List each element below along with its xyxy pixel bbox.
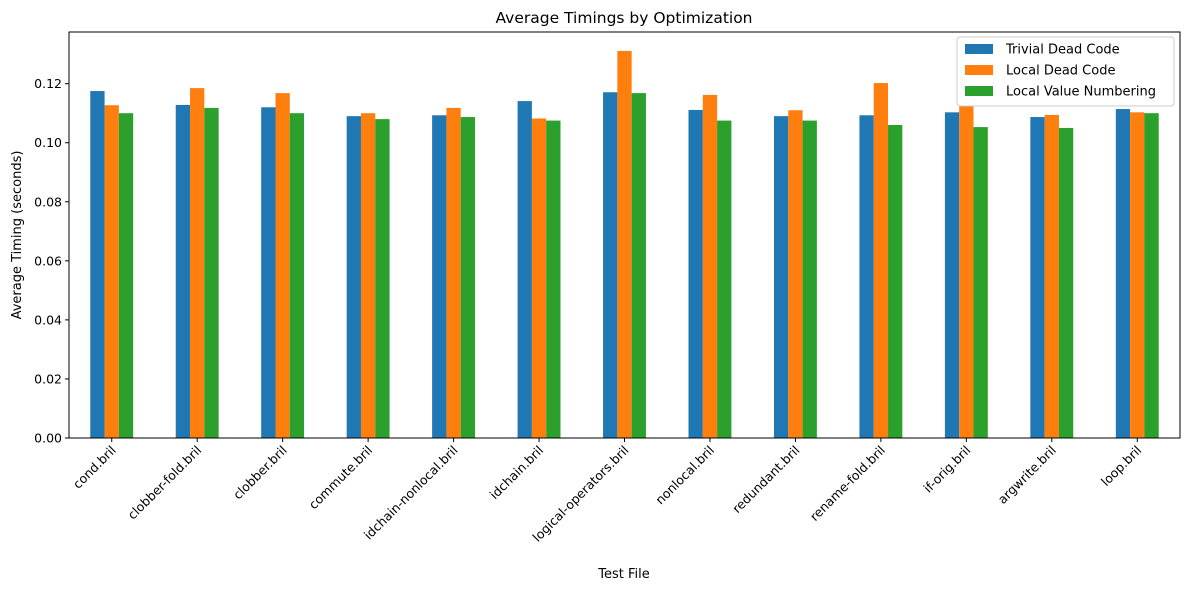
bar (773, 116, 789, 439)
x-tick-label: redundant.bril (729, 443, 802, 516)
x-tick-label: clobber-fold.bril (125, 443, 205, 523)
bar (617, 50, 632, 439)
x-axis-label: Test File (597, 567, 650, 582)
bar (631, 93, 646, 439)
bar (702, 94, 718, 438)
bar (118, 113, 134, 438)
bar (346, 116, 361, 439)
y-tick-label: 0.04 (34, 312, 62, 327)
y-tick-label: 0.10 (34, 135, 62, 150)
bar (788, 110, 803, 438)
bar (261, 107, 276, 438)
legend-label: Trivial Dead Code (1005, 43, 1120, 58)
x-tick-label: logical-operators.bril (529, 443, 631, 545)
bar (1044, 114, 1059, 438)
bar (959, 106, 974, 439)
bar (517, 101, 532, 438)
bar (1115, 109, 1131, 438)
bar (432, 115, 447, 439)
y-tick-label: 0.00 (34, 431, 62, 446)
x-tick-label: nonlocal.bril (652, 443, 717, 508)
x-tick-label: rename-fold.bril (807, 443, 888, 524)
legend: Trivial Dead Code Local Dead Code Local Va… (956, 36, 1175, 107)
bar (717, 120, 732, 438)
bar (531, 118, 547, 438)
x-tick-label: if-orig.bril (920, 443, 973, 496)
legend-swatch (965, 65, 993, 75)
x-tick-label: idchain.bril (487, 443, 547, 503)
x-axis: cond.bril clobber-fold.bril clobber.bril co… (70, 438, 1144, 545)
y-tick-label: 0.08 (34, 194, 62, 209)
bar (104, 105, 119, 438)
bar (190, 88, 205, 438)
bar (1058, 127, 1074, 439)
x-tick-label: argwrite.bril (995, 443, 1059, 507)
y-axis: 0.00 0.02 0.04 0.06 0.08 0.10 0.12 (34, 76, 69, 446)
legend-label: Local Value Numbering (1006, 85, 1156, 100)
x-tick-label: clobber.bril (230, 443, 290, 503)
bar (1144, 113, 1159, 438)
bar (289, 113, 305, 438)
bar (688, 109, 703, 438)
bar (1130, 112, 1145, 438)
bar (859, 115, 874, 439)
bar (973, 127, 988, 438)
x-tick-label: cond.bril (70, 443, 119, 492)
bar (1030, 117, 1045, 438)
bar (375, 119, 390, 439)
bar (603, 92, 618, 439)
bar (460, 117, 476, 438)
y-tick-label: 0.06 (34, 253, 62, 268)
bar (446, 107, 461, 438)
bars-group (90, 50, 1159, 439)
legend-box (956, 36, 1175, 107)
legend-swatch (965, 86, 993, 96)
x-tick-label: loop.bril (1098, 443, 1144, 489)
chart-title: Average Timings by Optimization (495, 9, 752, 27)
bar (175, 104, 191, 439)
bar (944, 112, 960, 438)
bar (204, 107, 219, 438)
y-tick-label: 0.02 (34, 371, 62, 386)
bar (888, 125, 903, 438)
x-tick-label: idchain-nonlocal.bril (361, 443, 461, 543)
bar (275, 93, 290, 439)
y-axis-label: Average Timing (seconds) (10, 151, 25, 320)
bar (873, 83, 889, 438)
bar (802, 120, 817, 438)
bar (360, 113, 376, 438)
legend-swatch (965, 44, 993, 54)
bar (90, 91, 105, 439)
x-tick-label: commute.bril (306, 443, 376, 513)
y-tick-label: 0.12 (34, 76, 62, 91)
bar (546, 120, 561, 438)
legend-label: Local Dead Code (1006, 64, 1115, 79)
